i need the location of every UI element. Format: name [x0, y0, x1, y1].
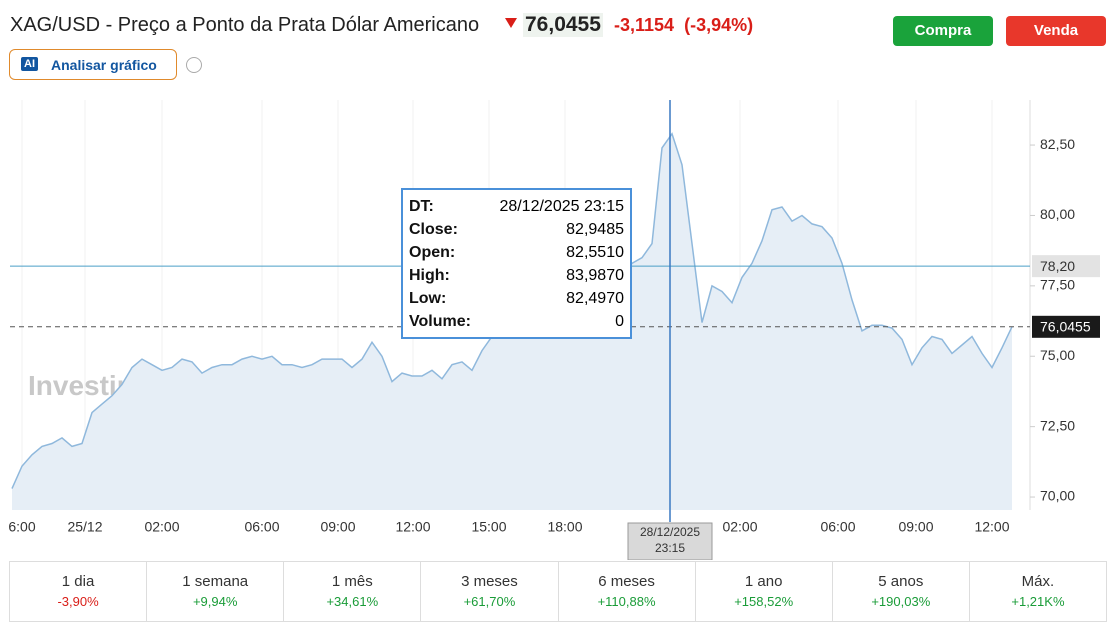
price-tag — [1032, 255, 1100, 278]
period[interactable]: 5 anos +190,03% — [833, 562, 970, 621]
period[interactable]: Máx. +1,21K% — [970, 562, 1106, 621]
tooltip-row: Volume: 0 — [409, 313, 624, 336]
period[interactable]: 3 meses +61,70% — [421, 562, 559, 621]
period-change: +61,70% — [463, 594, 516, 609]
x-tick-label: 6:00 — [8, 519, 35, 535]
period[interactable]: 6 meses +110,88% — [559, 562, 696, 621]
period-change: +158,52% — [734, 594, 794, 609]
period-name: 1 ano — [744, 573, 783, 590]
price: 76,0455 — [523, 13, 603, 37]
tooltip-row: Low: 82,4970 — [409, 290, 624, 313]
x-tick-label: 09:00 — [898, 519, 933, 535]
x-tick-label: 02:00 — [144, 519, 179, 535]
period-change: -3,90% — [57, 594, 99, 609]
y-tick-label: 75,00 — [1040, 347, 1075, 363]
period[interactable]: 1 dia -3,90% — [10, 562, 148, 621]
tooltip-key: DT: — [409, 198, 434, 215]
tooltip-value: 82,4970 — [566, 290, 624, 307]
price-tag-label: 78,20 — [1040, 258, 1075, 274]
period-name: Máx. — [1021, 573, 1055, 590]
tooltip: DT: 28/12/2025 23:15 Close: 82,9485 Open: 82,… — [401, 188, 632, 339]
down-arrow — [505, 18, 517, 28]
tooltip-value: 82,9485 — [566, 221, 624, 238]
y-tick-label: 72,50 — [1040, 417, 1075, 433]
tooltip-key: Close: — [409, 221, 458, 238]
change: -3,1154 (-3,94%) — [614, 15, 753, 36]
period-bar: 1 dia -3,90% 1 semana +9,94% 1 mês +34,61% 3 m… — [9, 561, 1107, 622]
crosshair-time: 23:15 — [655, 541, 685, 555]
period-name: 5 anos — [878, 573, 924, 590]
x-tick-label: 12:00 — [395, 519, 430, 535]
x-tick-label: 06:00 — [820, 519, 855, 535]
crosshair-tag — [627, 522, 713, 560]
tooltip-row: Close: 82,9485 — [409, 221, 624, 244]
change-abs: -3,1154 — [614, 15, 675, 35]
period[interactable]: 1 mês +34,61% — [284, 562, 422, 621]
ai-badge: AI — [21, 57, 38, 71]
period-change: +34,61% — [326, 594, 379, 609]
period-name: 3 meses — [461, 573, 518, 590]
period-name: 1 mês — [331, 573, 373, 590]
period-name: 1 dia — [61, 573, 95, 590]
tooltip-value: 83,9870 — [566, 267, 624, 284]
tooltip-key: Volume: — [409, 313, 471, 330]
sell-button[interactable]: Venda — [1006, 16, 1106, 46]
x-tick-label: 25/12 — [67, 519, 102, 535]
change-pct: (-3,94%) — [684, 15, 754, 35]
tooltip-row: Open: 82,5510 — [409, 244, 624, 267]
x-tick-label: 02:00 — [722, 519, 757, 535]
tooltip-value: 0 — [615, 313, 624, 330]
chart: 82,50 80,00 77,50 75,00 72,50 70,00 6:00 25/12 0… — [8, 100, 1100, 560]
tooltip-value: 28/12/2025 23:15 — [499, 198, 624, 215]
tooltip-key: High: — [409, 267, 450, 284]
x-tick-label: 09:00 — [320, 519, 355, 535]
tooltip-row: High: 83,9870 — [409, 267, 624, 290]
period-name: 1 semana — [182, 573, 249, 590]
period-name: 6 meses — [598, 573, 655, 590]
period[interactable]: 1 semana +9,94% — [147, 562, 285, 621]
y-tick-label: 82,50 — [1040, 136, 1075, 152]
tooltip-value: 82,5510 — [566, 244, 624, 261]
period-change: +9,94% — [192, 594, 238, 609]
price-tag — [1032, 315, 1100, 338]
x-tick-label: 06:00 — [244, 519, 279, 535]
y-tick-label: 80,00 — [1040, 206, 1075, 222]
price-tag-label: 76,0455 — [1040, 319, 1091, 335]
x-tick-label: 18:00 — [547, 519, 582, 535]
period-change: +1,21K% — [1011, 594, 1065, 609]
area — [12, 133, 1012, 511]
crosshair-date: 28/12/2025 — [640, 525, 700, 539]
buy-button[interactable]: Compra — [893, 16, 993, 46]
period[interactable]: 1 ano +158,52% — [696, 562, 833, 621]
x-tick-label: 15:00 — [471, 519, 506, 535]
tooltip-row: DT: 28/12/2025 23:15 — [409, 198, 624, 221]
ai-button[interactable]: AI Analisar gráfico — [9, 49, 177, 80]
tooltip-key: Low: — [409, 290, 447, 307]
period-change: +110,88% — [597, 594, 656, 609]
tooltip-key: Open: — [409, 244, 456, 261]
y-tick-label: 77,50 — [1040, 277, 1075, 293]
x-tick-label: 12:00 — [974, 519, 1009, 535]
y-tick-label: 70,00 — [1040, 488, 1075, 504]
title: XAG/USD - Preço a Ponto da Prata Dólar A… — [10, 14, 480, 36]
ai-label: Analisar gráfico — [51, 57, 157, 73]
info-icon[interactable] — [186, 57, 202, 73]
period-change: +190,03% — [871, 594, 931, 609]
